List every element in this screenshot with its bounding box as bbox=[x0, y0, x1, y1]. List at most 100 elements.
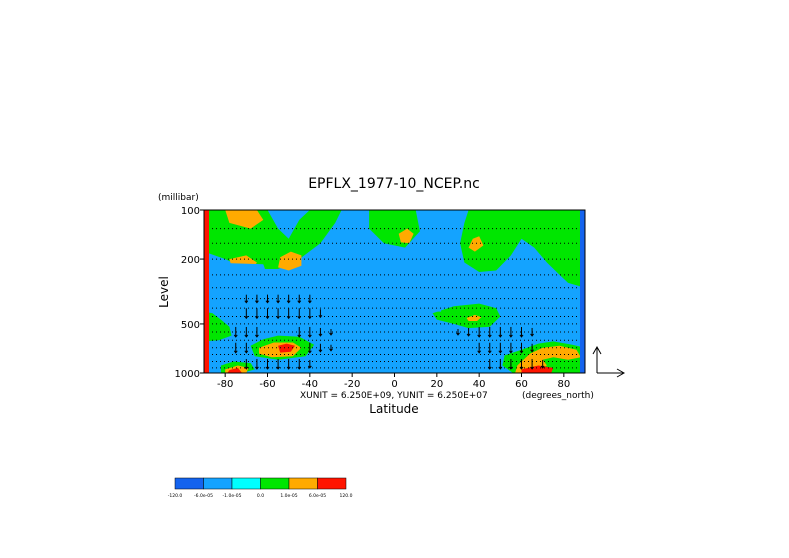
x-tick-label-7: 60 bbox=[515, 379, 528, 390]
ep-flux-vector-23 bbox=[244, 342, 249, 354]
ep-flux-vector-44 bbox=[498, 342, 503, 354]
ep-flux-vector-5 bbox=[297, 308, 302, 320]
ep-flux-vector-42 bbox=[477, 342, 482, 354]
colorbar-label-0: -120.0 bbox=[168, 493, 183, 499]
y-tick-label-3: 1000 bbox=[175, 369, 200, 380]
ep-flux-vector-16 bbox=[244, 326, 249, 338]
ep-flux-vector-32 bbox=[297, 358, 302, 370]
ep-flux-vector-10 bbox=[265, 294, 270, 304]
right-edge-band bbox=[580, 210, 585, 373]
chart-title: EPFLX_1977-10_NCEP.nc bbox=[308, 176, 480, 192]
contour-region-13 bbox=[466, 314, 482, 321]
ep-flux-vector-48 bbox=[487, 358, 492, 370]
contour-region-4 bbox=[204, 311, 232, 342]
ep-flux-vector-37 bbox=[487, 326, 492, 338]
ep-flux-vector-33 bbox=[307, 359, 312, 369]
contour-region-18 bbox=[227, 367, 243, 373]
x-tick-label-0: -80 bbox=[217, 379, 233, 390]
ep-flux-vector-47 bbox=[530, 343, 534, 353]
colorbar-swatch-3 bbox=[260, 477, 290, 490]
ep-flux-vector-24 bbox=[307, 342, 312, 354]
y-tick-label-1: 200 bbox=[181, 255, 200, 266]
ep-flux-vector-45 bbox=[509, 342, 513, 354]
vector-key-horizontal-head bbox=[616, 368, 626, 378]
colorbar-label-5: 6.0e-05 bbox=[309, 493, 326, 499]
x-axis-title: Latitude bbox=[369, 402, 418, 416]
colorbar-label-1: -6.0e-05 bbox=[194, 493, 213, 499]
ep-flux-vector-26 bbox=[329, 344, 333, 352]
colorbar-label-4: 1.0e-05 bbox=[280, 493, 297, 499]
ep-flux-vector-30 bbox=[276, 358, 280, 370]
contour-region-20 bbox=[352, 287, 442, 312]
ep-flux-vector-12 bbox=[286, 294, 291, 304]
x-tick-label-1: -60 bbox=[259, 379, 275, 390]
contour-region-11 bbox=[398, 228, 414, 244]
contour-regions bbox=[204, 210, 585, 373]
colorbar-swatch-4 bbox=[288, 477, 318, 490]
contour-region-19 bbox=[521, 365, 554, 373]
ep-flux-vectors bbox=[233, 294, 545, 370]
ep-flux-vector-18 bbox=[297, 326, 302, 338]
ep-flux-vector-49 bbox=[498, 358, 503, 370]
x-tick-label-5: 20 bbox=[430, 379, 443, 390]
ep-flux-vector-53 bbox=[540, 359, 545, 369]
ep-flux-vector-38 bbox=[498, 326, 503, 338]
vector-scale-key bbox=[592, 345, 626, 378]
ep-flux-vector-21 bbox=[329, 328, 333, 336]
ep-flux-vector-0 bbox=[244, 308, 249, 320]
ep-flux-vector-27 bbox=[244, 358, 249, 370]
vector-key-vertical-head bbox=[592, 345, 602, 355]
x-units-label: (degrees_north) bbox=[522, 391, 594, 401]
ep-flux-vector-19 bbox=[307, 326, 312, 338]
y-axis-ticks: 100 200 500 1000 bbox=[175, 206, 204, 380]
ep-flux-vector-34 bbox=[456, 328, 460, 336]
ep-flux-vector-8 bbox=[244, 294, 249, 304]
contour-region-10 bbox=[278, 251, 302, 271]
contour-region-17 bbox=[278, 343, 295, 353]
ep-flux-vector-22 bbox=[233, 342, 238, 354]
contour-region-3 bbox=[432, 303, 501, 329]
colorbar-swatch-2 bbox=[231, 477, 261, 490]
colorbar: -120.0 -6.0e-05 -1.0e-05 0.0 1.0e-05 6.0e-05 1… bbox=[168, 477, 353, 499]
ep-flux-vector-35 bbox=[466, 327, 471, 337]
contour-region-8 bbox=[225, 210, 264, 229]
plot-area bbox=[203, 209, 586, 374]
ep-flux-vector-25 bbox=[318, 343, 323, 353]
colorbar-label-3: 0.0 bbox=[257, 493, 264, 499]
y-tick-label-0: 100 bbox=[181, 206, 200, 217]
colorbar-swatch-1 bbox=[203, 477, 233, 490]
ep-flux-vector-14 bbox=[307, 294, 312, 304]
x-tick-label-3: -20 bbox=[344, 379, 360, 390]
x-tick-label-6: 40 bbox=[473, 379, 486, 390]
ep-flux-vector-13 bbox=[297, 294, 302, 304]
ep-flux-vector-2 bbox=[265, 308, 270, 320]
colorbar-label-2: -1.0e-05 bbox=[223, 493, 242, 499]
x-tick-label-8: 80 bbox=[557, 379, 570, 390]
ep-flux-vector-40 bbox=[519, 326, 524, 338]
ep-flux-vector-4 bbox=[286, 308, 291, 320]
y-tick-label-2: 500 bbox=[181, 320, 200, 331]
ep-flux-vector-6 bbox=[307, 308, 312, 320]
y-units-label: (millibar) bbox=[158, 193, 199, 203]
colorbar-swatch-0 bbox=[174, 477, 204, 490]
ep-flux-vector-15 bbox=[233, 326, 238, 338]
ep-flux-vector-9 bbox=[255, 294, 259, 304]
ep-flux-vector-43 bbox=[487, 342, 492, 354]
x-tick-label-4: 0 bbox=[391, 379, 397, 390]
ep-flux-vector-11 bbox=[276, 294, 280, 304]
left-edge-band bbox=[204, 210, 209, 373]
ep-flux-vector-51 bbox=[519, 358, 524, 370]
vector-units-label: XUNIT = 6.250E+09, YUNIT = 6.250E+07 bbox=[300, 391, 488, 401]
ep-flux-vector-20 bbox=[318, 327, 323, 337]
ep-flux-vector-1 bbox=[255, 308, 259, 320]
ep-flux-vector-52 bbox=[530, 358, 534, 370]
ep-flux-vector-39 bbox=[509, 326, 513, 338]
ep-flux-vector-36 bbox=[477, 326, 482, 338]
x-axis-ticks: -80 -60 -40 -20 0 20 40 60 80 bbox=[217, 373, 570, 390]
colorbar-swatch-5 bbox=[317, 477, 347, 490]
contour-region-2 bbox=[460, 210, 585, 288]
contour-region-12 bbox=[468, 236, 484, 252]
colorbar-label-6: 120.0 bbox=[340, 493, 353, 499]
ep-flux-vector-46 bbox=[519, 342, 524, 354]
